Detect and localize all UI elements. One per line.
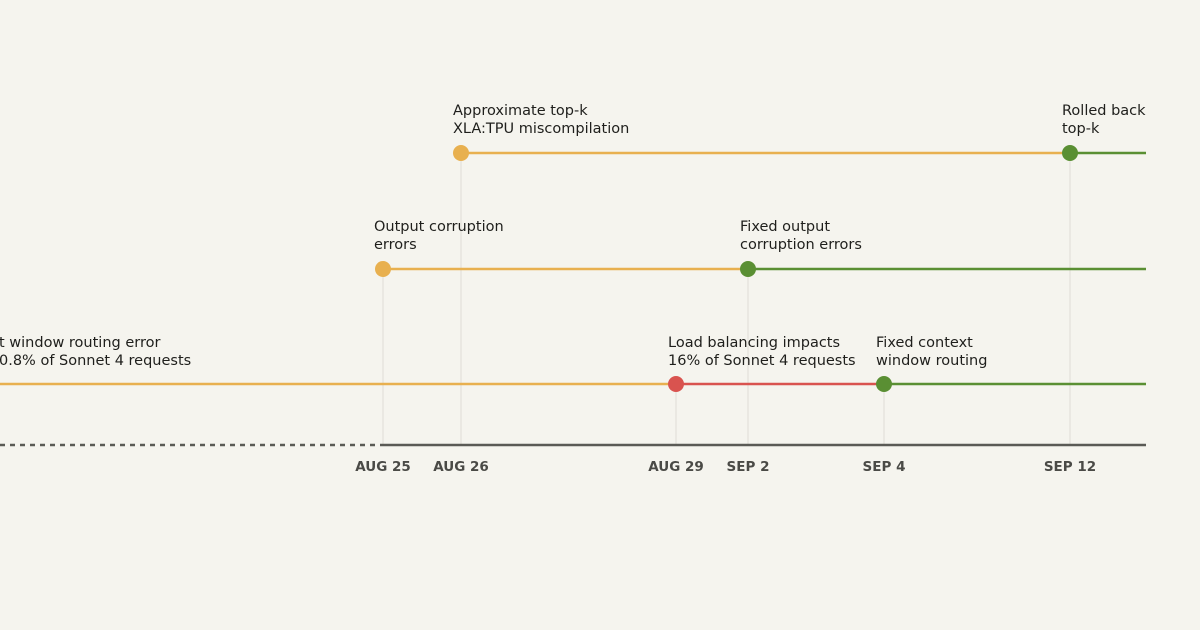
- event-label: 16% of Sonnet 4 requests: [668, 353, 856, 369]
- segments: [0, 151, 1146, 386]
- event-dot: [668, 376, 684, 392]
- date-label: AUG 25: [355, 459, 411, 475]
- guides: [382, 153, 1071, 445]
- event-label: errors: [374, 237, 417, 253]
- event-label: corruption errors: [740, 237, 862, 253]
- event-label: window routing: [876, 353, 987, 369]
- date-label: SEP 12: [1044, 459, 1096, 475]
- event-dot: [876, 376, 892, 392]
- event-label: Output corruption: [374, 219, 504, 235]
- event-label: Fixed output: [740, 219, 830, 235]
- event-dot: [740, 261, 756, 277]
- event-label: 0.8% of Sonnet 4 requests: [0, 353, 191, 369]
- event-dot: [453, 145, 469, 161]
- event-label: Approximate top-k: [453, 103, 588, 119]
- date-label: AUG 26: [433, 459, 489, 475]
- event-label: top-k: [1062, 121, 1100, 137]
- event-label: Load balancing impacts: [668, 335, 840, 351]
- event-dot: [375, 261, 391, 277]
- dots: [375, 145, 1078, 392]
- event-label: XLA:TPU miscompilation: [453, 121, 629, 137]
- event-dot: [1062, 145, 1078, 161]
- date-label: AUG 29: [648, 459, 704, 475]
- labels: Approximate top-k XLA:TPU miscompilation R…: [0, 103, 1146, 475]
- event-label: t window routing error: [0, 335, 160, 351]
- event-label: Rolled back: [1062, 103, 1146, 119]
- event-label: Fixed context: [876, 335, 973, 351]
- date-label: SEP 2: [727, 459, 770, 475]
- date-label: SEP 4: [863, 459, 906, 475]
